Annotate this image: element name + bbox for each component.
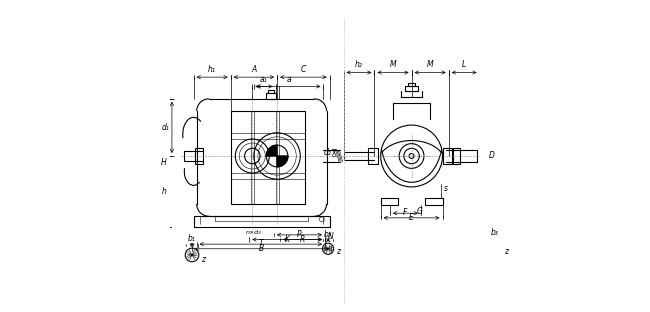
Text: d₂: d₂ — [324, 148, 332, 157]
Bar — [195, 148, 203, 164]
Text: b₃: b₃ — [491, 228, 499, 237]
Bar — [369, 148, 378, 164]
Text: h₁: h₁ — [208, 65, 216, 74]
Text: h: h — [161, 187, 166, 196]
Text: d₁: d₁ — [162, 123, 170, 132]
Text: G: G — [417, 207, 423, 216]
Text: z: z — [202, 255, 205, 264]
Bar — [426, 198, 443, 206]
Bar — [231, 111, 305, 204]
Bar — [453, 148, 460, 164]
Bar — [268, 90, 274, 93]
Text: C: C — [301, 65, 306, 74]
Text: s: s — [444, 184, 448, 193]
Text: n×d₃: n×d₃ — [246, 230, 262, 235]
Text: P: P — [297, 231, 302, 240]
Text: a: a — [287, 75, 291, 84]
Text: A: A — [252, 65, 257, 74]
Bar — [266, 93, 276, 99]
Text: a₁: a₁ — [260, 75, 268, 84]
Text: b₁: b₁ — [188, 234, 196, 243]
Text: R: R — [300, 235, 306, 244]
Text: b₂: b₂ — [324, 230, 332, 239]
Text: F: F — [403, 208, 408, 217]
Text: N: N — [328, 232, 334, 241]
Text: T: T — [259, 239, 263, 248]
Wedge shape — [266, 145, 277, 156]
Text: L: L — [462, 61, 466, 69]
Text: z: z — [504, 247, 508, 256]
Text: h₂: h₂ — [355, 61, 363, 69]
Bar — [381, 198, 398, 206]
Bar — [443, 148, 452, 164]
Bar — [194, 216, 330, 227]
Text: K: K — [285, 235, 290, 243]
Text: M: M — [390, 61, 396, 69]
Text: E: E — [409, 213, 414, 222]
Text: H: H — [161, 158, 166, 168]
Text: z: z — [336, 247, 340, 256]
Bar — [406, 86, 418, 91]
Text: M: M — [427, 61, 434, 69]
Text: B: B — [259, 244, 265, 253]
Text: D: D — [489, 152, 495, 160]
Wedge shape — [277, 156, 288, 167]
Bar — [408, 83, 415, 86]
